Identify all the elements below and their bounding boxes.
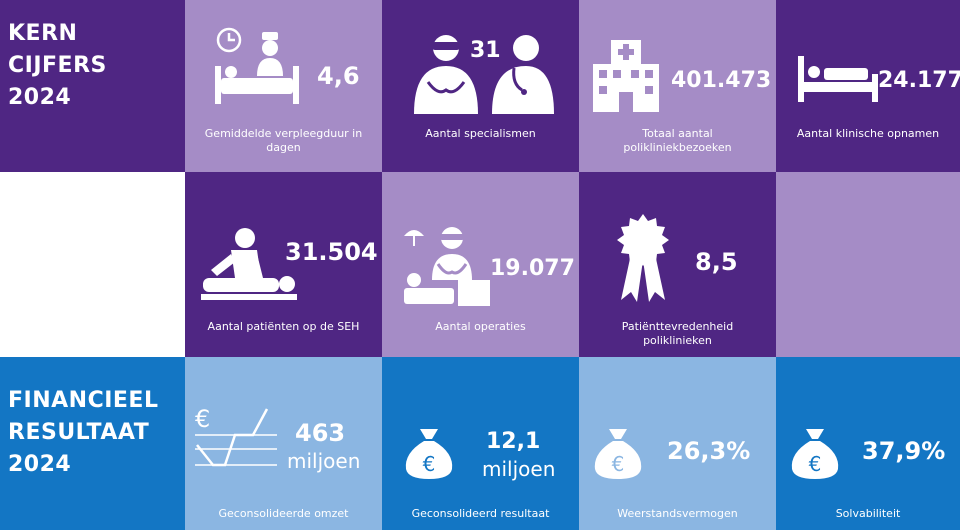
- tile-klinische-opnamen: 24.177 Aantal klinische opnamen: [776, 0, 960, 172]
- doctors-icon: [414, 34, 554, 114]
- tile-patienttevredenheid: 8,5 Patiënttevredenheid poliklinieken: [579, 172, 776, 357]
- specialismen-value: 31: [470, 38, 501, 63]
- operaties-value: 19.077: [490, 256, 575, 281]
- resultaat-value: 12,1: [486, 429, 541, 454]
- nurse-bed-clock-icon: [213, 26, 305, 106]
- svg-text:€: €: [195, 405, 210, 433]
- klinische-opnamen-label: Aantal klinische opnamen: [796, 127, 940, 140]
- tile-omzet: € 463 miljoen Geconsolideerde omzet: [185, 357, 382, 530]
- tile-verpleegduur: 4,6 Gemiddelde verpleegduur in dagen: [185, 0, 382, 172]
- financieel-resultaat-title: FINANCIEEL RESULTAAT 2024: [8, 388, 159, 477]
- kern-cijfers-heading-cell: KERN CIJFERS 2024: [0, 0, 185, 172]
- verpleegduur-label: Gemiddelde verpleegduur in dagen: [204, 127, 363, 154]
- resultaat-label: Geconsolideerd resultaat: [411, 507, 550, 520]
- polikliniekbezoeken-value: 401.473: [671, 68, 772, 93]
- emergency-care-icon: [201, 228, 297, 304]
- rosette-icon: [615, 214, 671, 304]
- seh-label: Aantal patiënten op de SEH: [207, 320, 360, 333]
- financieel-resultaat-heading-cell: FINANCIEEL RESULTAAT 2024: [0, 357, 185, 530]
- bed-icon: [798, 56, 878, 102]
- tile-resultaat: € 12,1 miljoen Geconsolideerd resultaat: [382, 357, 579, 530]
- svg-text:€: €: [612, 452, 625, 476]
- money-bag-icon: €: [790, 427, 840, 479]
- weerstandsvermogen-value: 26,3%: [667, 437, 751, 465]
- tile-specialismen: 31 Aantal specialismen: [382, 0, 579, 172]
- money-bag-icon: €: [593, 427, 643, 479]
- surgeon-icon: [402, 224, 492, 306]
- empty-tile: [776, 172, 960, 357]
- kern-cijfers-title: KERN CIJFERS 2024: [8, 21, 107, 110]
- omzet-label: Geconsolideerde omzet: [218, 507, 349, 520]
- money-bag-icon: €: [404, 427, 454, 479]
- operaties-label: Aantal operaties: [435, 320, 526, 333]
- empty-cell: [0, 172, 185, 357]
- tile-weerstandsvermogen: € 26,3% Weerstandsvermogen: [579, 357, 776, 530]
- polikliniekbezoeken-label: Totaal aantal polikliniekbezoeken: [623, 127, 732, 154]
- klinische-opnamen-value: 24.177: [878, 68, 960, 93]
- svg-text:€: €: [809, 452, 822, 476]
- patienttevredenheid-value: 8,5: [695, 248, 738, 276]
- tile-polikliniekbezoeken: 401.473 Totaal aantal polikliniekbezoeke…: [579, 0, 776, 172]
- hospital-building-icon: [593, 40, 659, 112]
- euro-chart-icon: €: [195, 405, 277, 479]
- specialismen-label: Aantal specialismen: [425, 127, 536, 140]
- svg-text:€: €: [423, 452, 436, 476]
- omzet-unit: miljoen: [287, 449, 361, 473]
- resultaat-unit: miljoen: [482, 457, 556, 481]
- tile-operaties: 19.077 Aantal operaties: [382, 172, 579, 357]
- patienttevredenheid-label: Patiënttevredenheid poliklinieken: [621, 320, 734, 347]
- weerstandsvermogen-label: Weerstandsvermogen: [617, 507, 738, 520]
- verpleegduur-value: 4,6: [317, 62, 360, 90]
- tile-solvabiliteit: € 37,9% Solvabiliteit: [776, 357, 960, 530]
- solvabiliteit-value: 37,9%: [862, 437, 946, 465]
- omzet-value: 463: [295, 419, 346, 447]
- seh-value: 31.504: [285, 238, 378, 266]
- solvabiliteit-label: Solvabiliteit: [835, 507, 901, 520]
- tile-seh: 31.504 Aantal patiënten op de SEH: [185, 172, 382, 357]
